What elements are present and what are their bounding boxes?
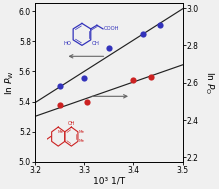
X-axis label: 10³ 1/T: 10³ 1/T <box>93 177 125 186</box>
Point <box>58 84 61 87</box>
Point <box>83 77 86 80</box>
Y-axis label: ln $P_\mathrm{W}$: ln $P_\mathrm{W}$ <box>4 70 16 95</box>
Y-axis label: ln $P_\mathrm{O}$: ln $P_\mathrm{O}$ <box>203 71 215 94</box>
Point <box>107 46 111 50</box>
Point <box>141 33 145 36</box>
Point <box>159 23 162 26</box>
Point <box>132 78 135 81</box>
Point <box>85 101 88 104</box>
Point <box>149 75 152 78</box>
Point <box>58 104 61 107</box>
